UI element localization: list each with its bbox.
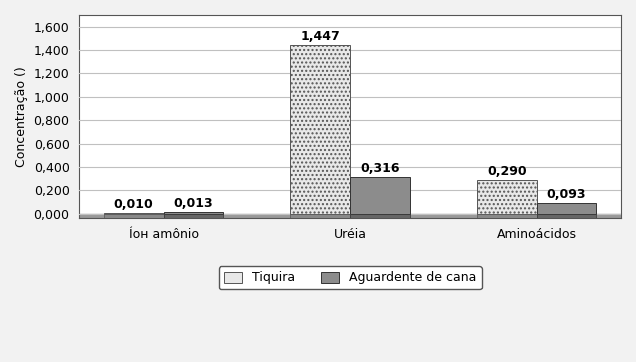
Text: 0,290: 0,290: [487, 165, 527, 178]
Text: 0,010: 0,010: [114, 198, 154, 211]
Bar: [350, 214, 410, 218]
Bar: [477, 180, 537, 214]
Bar: [537, 203, 597, 214]
Bar: [291, 45, 350, 214]
Legend: Tiquira, Aguardente de cana: Tiquira, Aguardente de cana: [219, 266, 481, 289]
Text: 0,316: 0,316: [360, 162, 400, 175]
Bar: [350, 177, 410, 214]
Bar: [537, 214, 597, 218]
Bar: [104, 212, 163, 214]
Bar: [477, 214, 537, 218]
Bar: [80, 214, 621, 218]
Bar: [291, 214, 350, 218]
Bar: [104, 214, 163, 218]
Text: 0,013: 0,013: [174, 197, 213, 210]
Bar: [163, 214, 223, 218]
Y-axis label: Concentração (): Concentração (): [15, 66, 28, 167]
Bar: [163, 212, 223, 214]
Text: 0,093: 0,093: [547, 188, 586, 201]
Text: 1,447: 1,447: [300, 30, 340, 43]
